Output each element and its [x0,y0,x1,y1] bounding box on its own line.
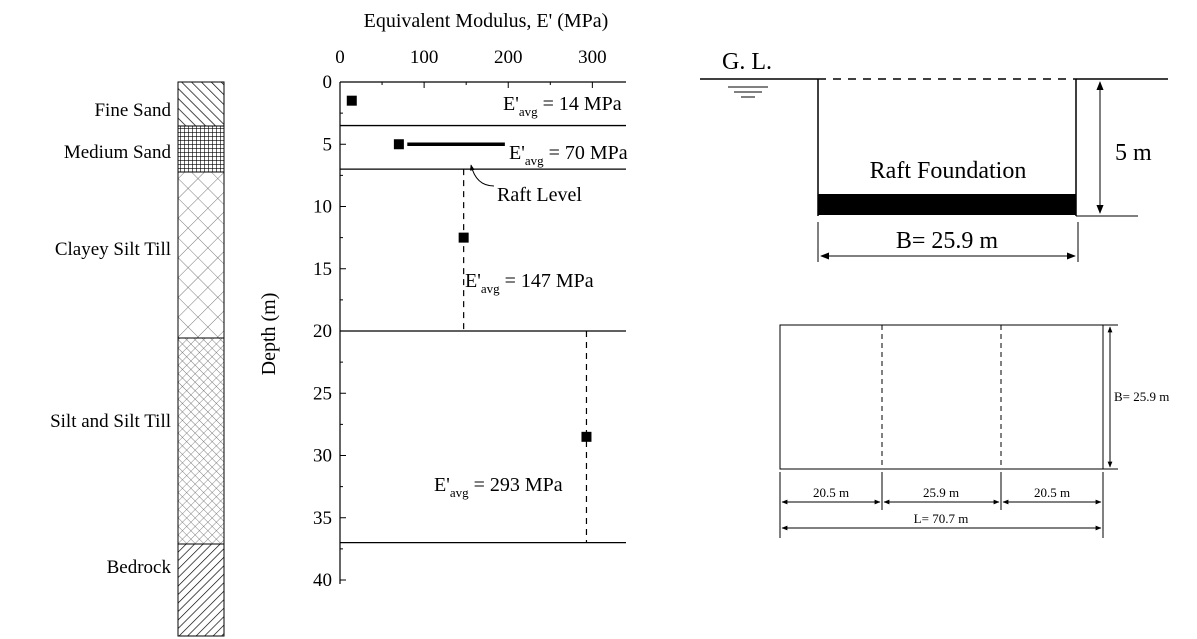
plan-b-label: B= 25.9 m [1114,389,1169,404]
soil-layer-fine-sand: Fine Sand [94,81,225,127]
y-tick-label: 40 [313,570,332,591]
y-tick-label: 10 [313,197,332,218]
annotation-e-avg-147: E'avg = 147 MPa [465,270,594,296]
x-tick-label: 0 [335,47,345,68]
data-point [346,95,357,106]
soil-label-silt-and-silt-till: Silt and Silt Till [50,411,171,432]
raft-level-label: Raft Level [497,184,582,206]
plan-total-label: L= 70.7 m [914,511,969,526]
plan-segment-2-label: 25.9 m [923,485,959,500]
soil-layer-bedrock: Bedrock [107,543,225,637]
y-tick-label: 5 [323,134,333,155]
average-modulus-lines [463,169,588,543]
layer-boundary-lines [340,124,626,544]
soil-label-bedrock: Bedrock [107,557,172,578]
chart-y-axis-title: Depth (m) [258,293,280,376]
raft-foundation-label: Raft Foundation [870,158,1027,184]
soil-label-medium-sand: Medium Sand [64,142,172,163]
width-label: B= 25.9 m [896,228,999,254]
y-tick-label: 20 [313,321,332,342]
depth-label: 5 m [1115,140,1152,166]
modulus-depth-chart: Equivalent Modulus, E' (MPa) Depth (m) 0… [258,10,628,591]
chart-x-axis-title: Equivalent Modulus, E' (MPa) [364,10,609,32]
plan-outline [779,324,1104,470]
raft-slab [818,194,1076,215]
x-tick-label: 300 [578,47,607,68]
annotation-e-avg-70: E'avg = 70 MPa [509,142,628,168]
y-tick-label: 0 [323,72,333,93]
y-tick-label: 25 [313,383,332,404]
data-point [458,232,469,243]
modulus-points [346,95,592,442]
soil-layer-silt-and-silt-till: Silt and Silt Till [50,337,225,545]
y-tick-label: 35 [313,508,332,529]
data-point [581,431,592,442]
plan-segment-1-label: 20.5 m [813,485,849,500]
ground-level-label: G. L. [722,49,772,75]
x-tick-label: 100 [410,47,439,68]
soil-layer-medium-sand: Medium Sand [64,125,225,173]
soil-label-clayey-silt-till: Clayey Silt Till [55,239,171,260]
y-tick-label: 30 [313,446,332,467]
raft-cross-section: G. L. Raft Foundation 5 m B= 25.9 m [700,49,1168,262]
soil-column: Fine Sand Medium Sand Clayey Silt Till S… [50,81,225,637]
data-point [393,139,404,150]
raft-level-arrow [469,164,495,187]
raft-plan-view: B= 25.9 m 20.5 m 25.9 m 20.5 m L= 70.7 m [779,324,1169,538]
plan-segment-3-label: 20.5 m [1034,485,1070,500]
x-tick-label: 200 [494,47,523,68]
soil-layer-clayey-silt-till: Clayey Silt Till [55,171,225,339]
y-tick-label: 15 [313,259,332,280]
soil-label-fine-sand: Fine Sand [94,100,171,121]
annotation-e-avg-293: E'avg = 293 MPa [434,474,563,500]
annotation-e-avg-14: E'avg = 14 MPa [503,93,622,119]
chart-axes: 0 5 10 15 20 25 30 35 40 0 100 200 300 [313,47,626,591]
